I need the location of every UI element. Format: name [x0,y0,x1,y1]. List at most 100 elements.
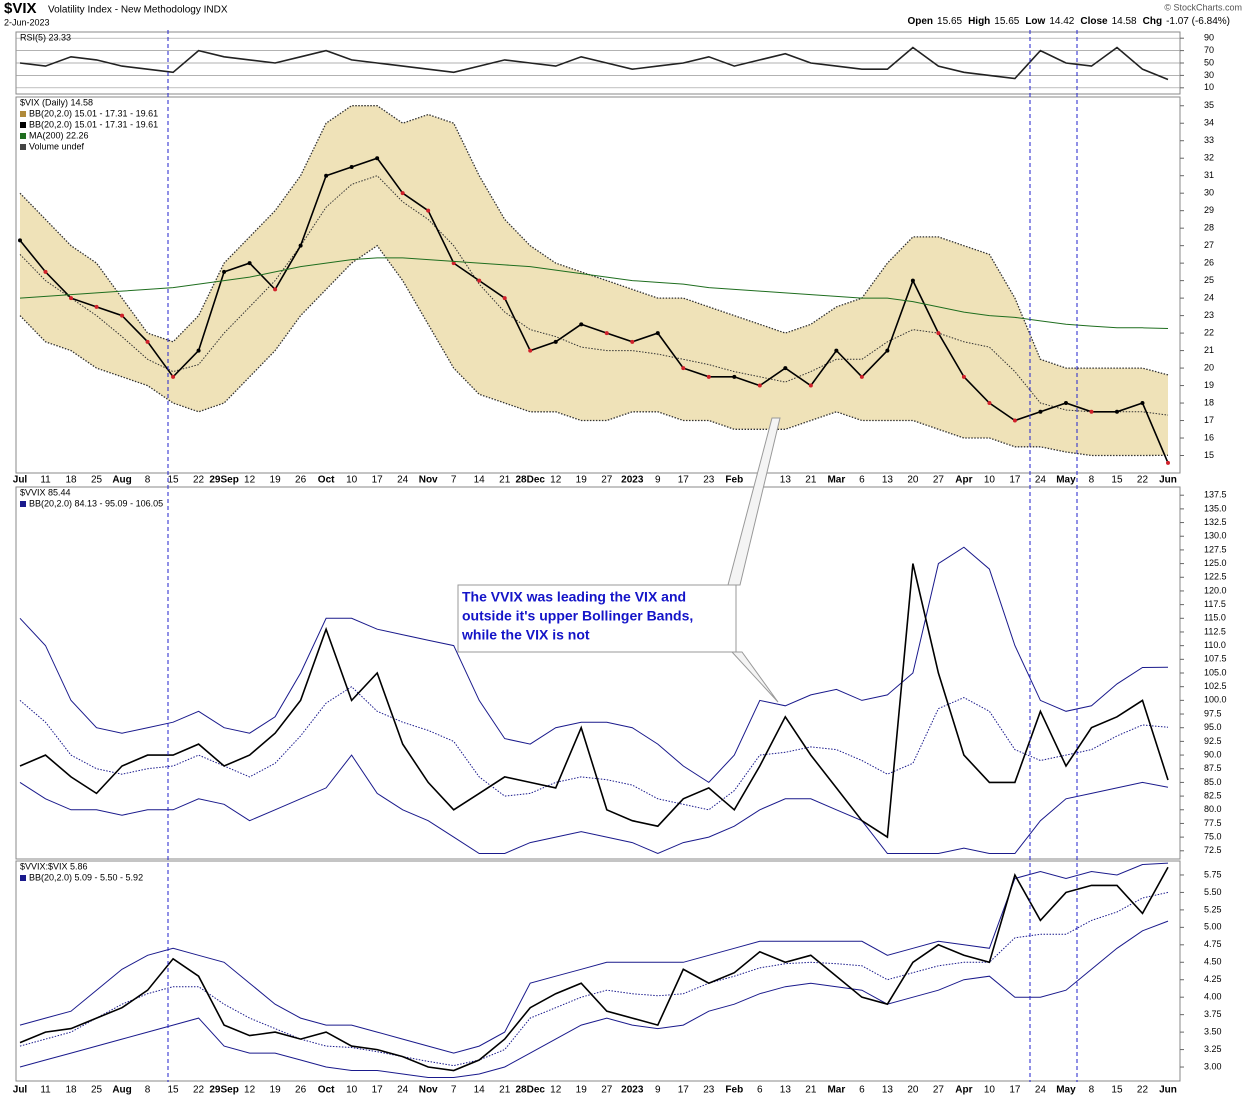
band-upper [19,546,1169,784]
y-tick-label: 137.5 [1204,490,1227,500]
y-tick-label: 5.25 [1204,904,1222,914]
legend-label: BB(20,2.0) 15.01 - 17.31 - 19.61 [29,119,158,129]
x-tick-label: 11 [40,475,51,486]
quote-label: High [968,16,990,27]
price-point [502,296,507,301]
price-point [859,374,864,379]
legend-label: BB(20,2.0) 5.09 - 5.50 - 5.92 [29,872,143,882]
x-tick-label: 24 [1035,475,1047,486]
x-tick-label: 17 [678,1085,690,1096]
price-point [757,383,762,388]
panel-title: $VVIX:$VIX 5.86 [20,861,88,871]
y-tick-label: 85.0 [1204,777,1222,787]
price-point [69,296,74,301]
price-point [1166,460,1170,465]
price-point [43,269,48,274]
y-tick-label: 130.0 [1204,531,1227,541]
x-tick-label: 17 [372,475,384,486]
x-tick-label: 19 [270,1085,282,1096]
x-tick-label: 21 [805,475,817,486]
price-point [604,331,609,336]
x-tick-label: 17 [1009,1085,1021,1096]
x-tick-label: 13 [882,1085,894,1096]
y-tick-label: 31 [1204,170,1214,180]
callout-box [457,584,737,653]
x-tick-label: 24 [1035,1085,1047,1096]
price-point [961,374,966,379]
y-tick-label: 4.25 [1204,974,1222,984]
series-line [19,157,1169,464]
y-tick-label: 125.0 [1204,558,1227,568]
y-tick-label: 87.5 [1204,763,1222,773]
marker-lines [167,30,1078,1082]
x-tick-label: 15 [1111,1085,1123,1096]
price-point [936,331,941,336]
x-tick-label: 8 [145,475,151,486]
legend-swatch [20,133,26,139]
panel: 10 30 50 70 90 RSI(5) 23.33 [15,31,1214,95]
panel-title: RSI(5) 23.33 [20,32,71,42]
price-point [375,156,380,161]
x-tick-label: Feb [725,1085,743,1096]
x-tick-label: 24 [397,475,409,486]
x-tick-label: 13 [780,1085,792,1096]
y-tick-label: 4.50 [1204,957,1222,967]
price-point [1012,418,1017,423]
y-tick-label: 4.75 [1204,939,1222,949]
series-line [19,46,1169,81]
price-point [196,348,201,353]
x-tick-label: 12 [550,1085,562,1096]
y-tick-label: 19 [1204,380,1214,390]
x-tick-label: 18 [65,475,77,486]
x-tick-label: 13 [780,475,792,486]
y-tick-label: 35 [1204,100,1214,110]
x-tick-label: 6 [859,475,865,486]
x-tick-label: 21 [499,475,511,486]
symbol: $VIX [4,0,37,17]
x-tick-label: 21 [499,1085,511,1096]
y-tick-label: 112.5 [1204,626,1226,636]
callout [457,417,781,703]
price-point [528,348,533,353]
price-point [808,383,813,388]
price-point [94,304,99,309]
price-point [681,366,686,371]
price-point [1038,409,1043,414]
x-tick-label: Feb [725,475,743,486]
x-tick-label: 27 [601,475,613,486]
x-tick-label: 8 [1089,1085,1095,1096]
x-tick-label: 2023 [621,475,644,486]
x-tick-label: 25 [91,1085,103,1096]
x-tick-label: 17 [372,1085,384,1096]
price-point [120,313,125,318]
y-tick-label: 24 [1204,292,1214,302]
x-tick-label: 22 [193,475,205,486]
legend-label: BB(20,2.0) 84.13 - 95.09 - 106.05 [29,498,163,508]
y-tick-label: 117.5 [1204,599,1226,609]
x-tick-label: 12 [244,475,256,486]
x-tick-label: 22 [1137,475,1149,486]
legend-swatch [20,122,26,128]
x-tick-label: 22 [1137,1085,1149,1096]
y-tick-label: 29 [1204,205,1214,215]
price-point [451,261,456,266]
price-point [273,287,278,292]
price-point [910,278,915,283]
x-tick-label: 17 [1009,475,1021,486]
x-tick-label: 10 [984,1085,996,1096]
x-tick-label: Nov [419,1085,438,1096]
panel-title: $VVIX 85.44 [20,487,71,497]
x-tick-label: 21 [805,1085,817,1096]
series-line [19,563,1169,839]
legend-label: BB(20,2.0) 15.01 - 17.31 - 19.61 [29,108,158,118]
y-tick-label: 23 [1204,310,1214,320]
x-tick-label: 8 [145,1085,151,1096]
x-tick-label: 11 [40,1085,51,1096]
y-tick-label: 50 [1204,57,1214,67]
price-point [324,173,329,178]
quote-label: Open [907,16,933,27]
price-point [349,164,354,169]
annotation: The VVIX was leading the VIX and outside … [461,589,693,643]
x-tick-label: 23 [703,1085,715,1096]
x-tick-label: 14 [474,475,486,486]
